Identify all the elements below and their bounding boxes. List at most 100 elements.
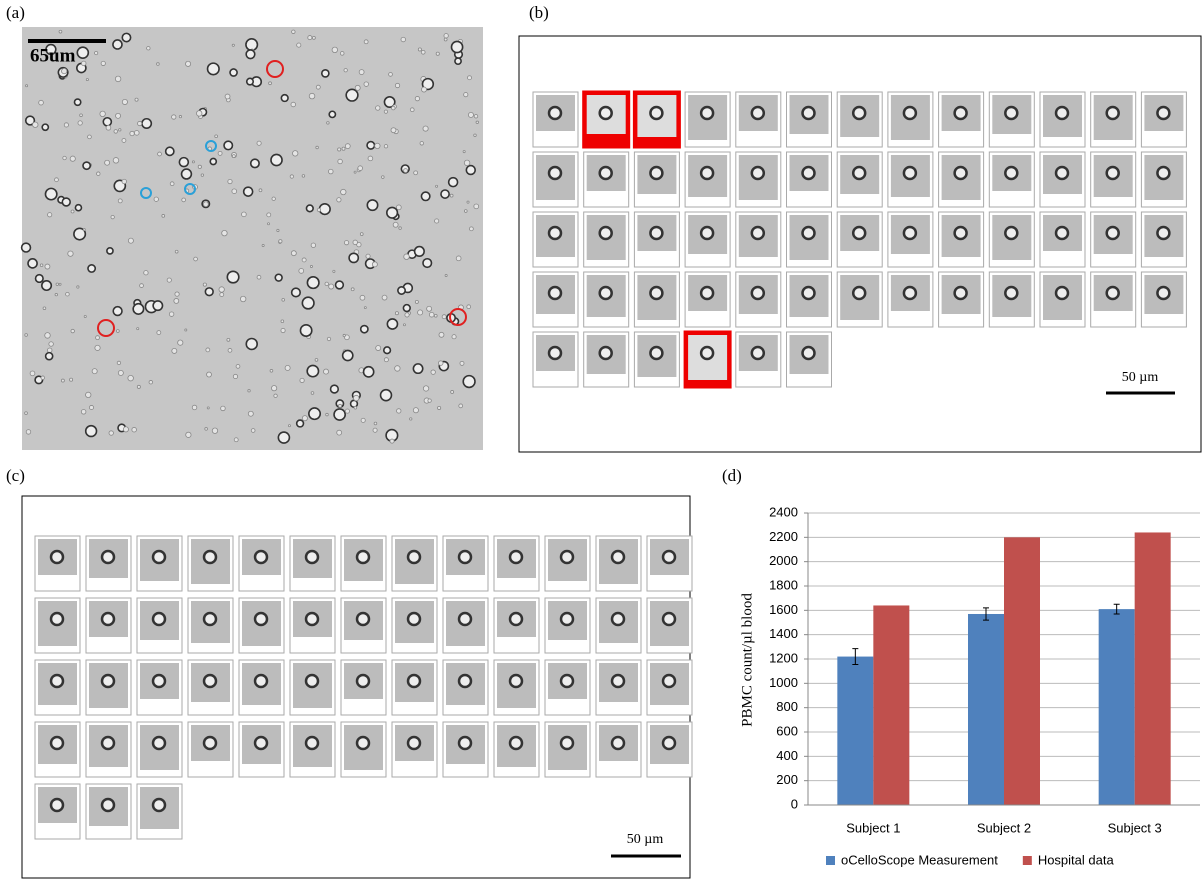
cell	[316, 85, 320, 89]
cell	[113, 40, 122, 49]
cell	[701, 167, 713, 179]
cell	[194, 257, 198, 261]
cell	[49, 342, 54, 347]
cell	[116, 330, 119, 333]
cell	[561, 675, 573, 687]
cell	[281, 328, 285, 332]
cell	[302, 258, 306, 262]
cell	[142, 119, 151, 128]
y-tick-label: 2200	[769, 529, 798, 544]
cell	[361, 418, 365, 422]
cell	[853, 287, 865, 299]
cell	[466, 166, 475, 175]
panel-label: (c)	[6, 466, 25, 485]
cell	[600, 287, 612, 299]
cell	[510, 737, 522, 749]
cell	[210, 158, 216, 164]
cell	[246, 339, 257, 350]
cell	[329, 111, 335, 117]
cell	[701, 287, 713, 299]
cell	[395, 312, 398, 315]
cell	[144, 270, 148, 274]
cell	[1157, 107, 1169, 119]
cell	[255, 551, 267, 563]
cell	[393, 222, 398, 227]
cell	[147, 46, 151, 50]
micrograph	[22, 27, 483, 450]
cell	[361, 326, 368, 333]
cell	[612, 675, 624, 687]
cell	[408, 675, 420, 687]
cell	[59, 283, 61, 285]
cell	[342, 147, 345, 150]
cell	[421, 192, 429, 200]
cell	[327, 337, 330, 340]
cell	[413, 408, 418, 413]
cell	[351, 288, 354, 291]
cell	[467, 201, 469, 203]
cell	[384, 144, 387, 147]
cell	[122, 33, 130, 41]
cell	[337, 430, 342, 435]
cell	[395, 83, 399, 87]
cell	[549, 347, 561, 359]
cell	[59, 30, 62, 33]
cell	[107, 248, 113, 254]
cell	[153, 799, 165, 811]
cell	[26, 430, 31, 435]
cell	[105, 160, 110, 165]
cell	[309, 93, 315, 99]
cell	[299, 268, 304, 273]
cell	[344, 240, 348, 244]
cell	[1056, 287, 1068, 299]
cell	[228, 179, 232, 183]
cell	[192, 161, 194, 163]
cell	[281, 95, 288, 102]
cell	[270, 369, 273, 372]
cell	[345, 144, 350, 149]
cell	[600, 347, 612, 359]
cell	[257, 141, 261, 145]
bar	[873, 605, 909, 805]
cell	[319, 204, 330, 215]
cell	[114, 130, 118, 134]
cell	[404, 169, 408, 173]
cell	[70, 156, 75, 161]
cell	[103, 118, 111, 126]
y-tick-label: 600	[776, 723, 798, 738]
cell	[367, 200, 377, 210]
cell	[390, 439, 394, 443]
cell	[325, 282, 329, 286]
cell	[109, 431, 113, 435]
cell	[297, 420, 304, 427]
cell	[650, 167, 662, 179]
cell	[357, 737, 369, 749]
cell	[360, 233, 363, 236]
cell	[310, 265, 312, 267]
cell	[423, 386, 428, 391]
cell	[701, 227, 713, 239]
cell	[51, 737, 63, 749]
cell	[467, 305, 471, 309]
cell	[32, 122, 38, 128]
cell	[227, 338, 230, 341]
cell	[68, 251, 73, 256]
cell	[292, 151, 297, 156]
cell	[315, 359, 318, 362]
cell	[427, 306, 432, 311]
cell	[240, 296, 246, 302]
figure: (a) (b) (c) (d) 65um 50 µm 50 µm PBMC co…	[0, 0, 1203, 879]
cell	[115, 76, 121, 82]
cell	[227, 271, 239, 283]
cell	[353, 395, 359, 401]
cell	[278, 432, 289, 443]
cell	[474, 115, 478, 119]
cell	[262, 244, 264, 246]
cell	[201, 174, 203, 176]
cell	[438, 406, 441, 409]
bar	[1135, 532, 1171, 805]
cell	[48, 213, 52, 217]
cell	[364, 40, 368, 44]
cell	[225, 94, 230, 99]
cell	[391, 128, 396, 133]
